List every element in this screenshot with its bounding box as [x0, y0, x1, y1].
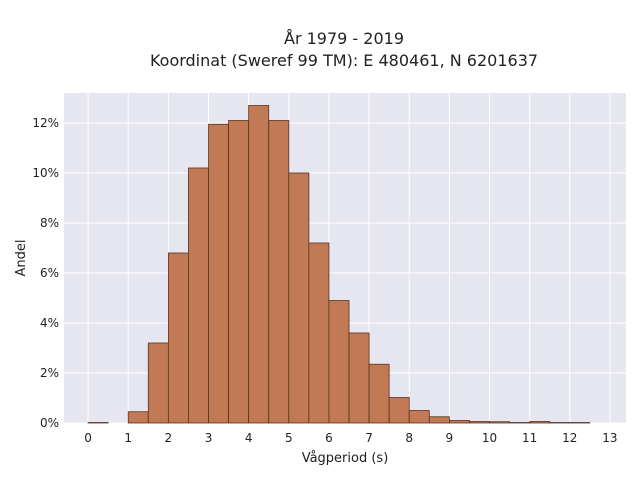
x-tick-label: 1 — [124, 431, 132, 445]
histogram-bar — [509, 422, 531, 424]
x-tick-label: 6 — [325, 431, 333, 445]
histogram-bar — [408, 410, 430, 424]
chart-title: År 1979 - 2019 Koordinat (Sweref 99 TM):… — [24, 28, 640, 72]
x-tick-label: 10 — [482, 431, 497, 445]
histogram-bar — [167, 252, 189, 424]
x-tick-label: 12 — [562, 431, 577, 445]
title-line-1: År 1979 - 2019 — [284, 29, 404, 48]
histogram-bar — [127, 411, 149, 424]
histogram-bar — [448, 420, 470, 424]
histogram-bar — [428, 416, 450, 424]
y-tick-label: 0% — [40, 416, 59, 430]
histogram-bar — [328, 300, 350, 424]
y-tick-label: 10% — [32, 166, 59, 180]
x-tick-label: 2 — [165, 431, 173, 445]
x-tick-label: 5 — [285, 431, 293, 445]
histogram-bar — [388, 397, 410, 424]
x-tick-label: 0 — [84, 431, 92, 445]
histogram-bar — [147, 342, 169, 424]
y-tick-label: 8% — [40, 216, 59, 230]
histogram-bar — [188, 167, 209, 424]
x-axis-label: Vågperiod (s) — [302, 451, 389, 466]
histogram-bar — [208, 123, 229, 424]
title-line-2: Koordinat (Sweref 99 TM): E 480461, N 62… — [149, 51, 539, 70]
histogram-bar — [348, 332, 370, 424]
y-tick-label: 4% — [40, 316, 59, 330]
histogram-bar — [87, 422, 109, 424]
y-tick-label: 2% — [40, 366, 59, 380]
x-tick-label: 7 — [365, 431, 373, 445]
bars — [87, 105, 591, 424]
histogram-bar — [248, 105, 270, 424]
x-tick-label: 11 — [522, 431, 537, 445]
histogram-bar — [529, 421, 551, 424]
y-axis-label: Andel — [14, 240, 29, 277]
histogram-bar — [288, 172, 310, 424]
histogram-bar — [368, 363, 390, 424]
x-tick-label: 3 — [205, 431, 213, 445]
histogram-bar — [469, 421, 490, 424]
histogram-bar — [549, 422, 571, 424]
x-tick-label: 13 — [602, 431, 617, 445]
x-ticks: 0 1 2 3 4 5 6 7 8 9 10 11 12 13 — [84, 431, 617, 445]
histogram-bar — [268, 120, 290, 424]
x-tick-label: 8 — [405, 431, 413, 445]
histogram-bar — [228, 120, 250, 424]
histogram-bar — [489, 421, 510, 424]
x-tick-label: 9 — [446, 431, 454, 445]
histogram-bar — [308, 242, 330, 424]
histogram-bar — [569, 422, 591, 424]
x-tick-label: 4 — [245, 431, 253, 445]
y-tick-label: 12% — [32, 116, 59, 130]
y-tick-label: 6% — [40, 266, 59, 280]
y-ticks: 0% 2% 4% 6% 8% 10% 12% — [32, 116, 59, 430]
